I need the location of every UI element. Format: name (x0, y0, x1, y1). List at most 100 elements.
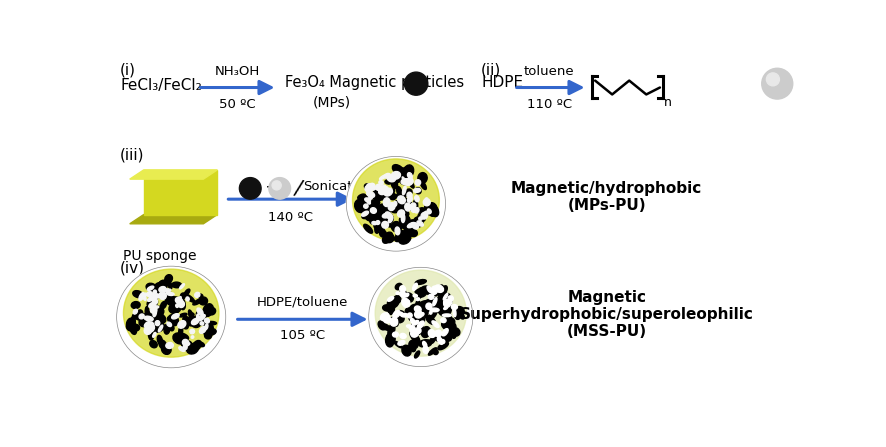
Ellipse shape (197, 314, 199, 321)
Ellipse shape (372, 200, 380, 206)
Ellipse shape (408, 179, 414, 188)
Ellipse shape (152, 295, 158, 300)
Ellipse shape (414, 309, 423, 318)
Ellipse shape (405, 179, 411, 185)
Ellipse shape (367, 191, 375, 198)
Ellipse shape (152, 306, 159, 309)
Ellipse shape (374, 207, 380, 216)
Circle shape (272, 181, 281, 190)
Ellipse shape (452, 333, 455, 338)
Ellipse shape (419, 217, 422, 220)
Ellipse shape (152, 293, 156, 300)
Ellipse shape (413, 294, 417, 297)
Text: (iii): (iii) (120, 148, 144, 163)
Ellipse shape (416, 288, 423, 299)
Ellipse shape (180, 284, 184, 289)
Ellipse shape (430, 297, 441, 309)
Ellipse shape (144, 315, 148, 327)
Ellipse shape (405, 201, 415, 211)
Ellipse shape (160, 301, 167, 309)
Ellipse shape (438, 285, 444, 294)
Ellipse shape (139, 292, 144, 300)
Ellipse shape (433, 331, 439, 336)
Ellipse shape (430, 212, 434, 216)
Ellipse shape (152, 306, 164, 316)
Text: (MPs): (MPs) (313, 96, 351, 110)
Ellipse shape (153, 309, 157, 316)
Ellipse shape (426, 305, 436, 313)
Ellipse shape (148, 298, 152, 301)
Ellipse shape (405, 293, 408, 297)
Text: toluene: toluene (525, 64, 575, 77)
Ellipse shape (129, 323, 136, 334)
Ellipse shape (418, 208, 426, 214)
Ellipse shape (444, 317, 455, 327)
Ellipse shape (388, 302, 394, 315)
Ellipse shape (152, 322, 165, 332)
Ellipse shape (417, 221, 424, 226)
Ellipse shape (390, 202, 403, 213)
Ellipse shape (388, 324, 395, 337)
Ellipse shape (391, 318, 397, 323)
Ellipse shape (423, 308, 428, 318)
Ellipse shape (444, 307, 447, 309)
Text: 50 ºC: 50 ºC (219, 97, 255, 110)
Ellipse shape (369, 267, 473, 367)
Ellipse shape (195, 313, 202, 321)
Ellipse shape (363, 224, 373, 233)
Ellipse shape (396, 292, 400, 295)
Ellipse shape (402, 345, 411, 356)
Ellipse shape (203, 304, 214, 316)
Ellipse shape (374, 221, 385, 230)
Ellipse shape (153, 312, 166, 323)
Ellipse shape (410, 329, 415, 333)
Ellipse shape (385, 180, 392, 184)
Ellipse shape (413, 320, 418, 325)
Ellipse shape (385, 203, 391, 214)
Ellipse shape (432, 299, 439, 306)
Ellipse shape (448, 296, 454, 301)
Ellipse shape (186, 297, 190, 301)
Ellipse shape (439, 286, 447, 297)
Ellipse shape (426, 202, 437, 213)
Ellipse shape (392, 164, 405, 175)
Ellipse shape (198, 342, 205, 347)
Ellipse shape (426, 208, 435, 215)
Ellipse shape (159, 281, 167, 287)
Ellipse shape (369, 196, 372, 199)
Ellipse shape (415, 196, 419, 202)
Circle shape (239, 177, 261, 199)
Ellipse shape (391, 317, 398, 326)
Ellipse shape (391, 319, 398, 326)
Ellipse shape (427, 286, 431, 292)
Ellipse shape (189, 310, 194, 321)
Text: Magnetic/hydrophobic: Magnetic/hydrophobic (511, 181, 703, 196)
Ellipse shape (161, 344, 171, 354)
Ellipse shape (409, 313, 416, 318)
Ellipse shape (178, 301, 184, 308)
Ellipse shape (374, 185, 384, 195)
Ellipse shape (169, 325, 174, 331)
Ellipse shape (131, 324, 136, 332)
Ellipse shape (392, 222, 402, 232)
Ellipse shape (137, 310, 143, 318)
Ellipse shape (379, 230, 385, 237)
Ellipse shape (154, 283, 164, 290)
Ellipse shape (405, 308, 413, 315)
Ellipse shape (411, 322, 417, 331)
Ellipse shape (183, 339, 189, 346)
Ellipse shape (416, 289, 424, 293)
Ellipse shape (139, 314, 144, 319)
Ellipse shape (410, 332, 420, 343)
Ellipse shape (370, 208, 377, 213)
Ellipse shape (419, 308, 430, 312)
Ellipse shape (133, 291, 143, 298)
Ellipse shape (361, 197, 372, 207)
Ellipse shape (384, 198, 390, 207)
Ellipse shape (179, 347, 185, 351)
Ellipse shape (416, 298, 420, 300)
Ellipse shape (159, 287, 166, 292)
Ellipse shape (367, 194, 373, 202)
Ellipse shape (410, 310, 418, 317)
Ellipse shape (392, 172, 400, 179)
